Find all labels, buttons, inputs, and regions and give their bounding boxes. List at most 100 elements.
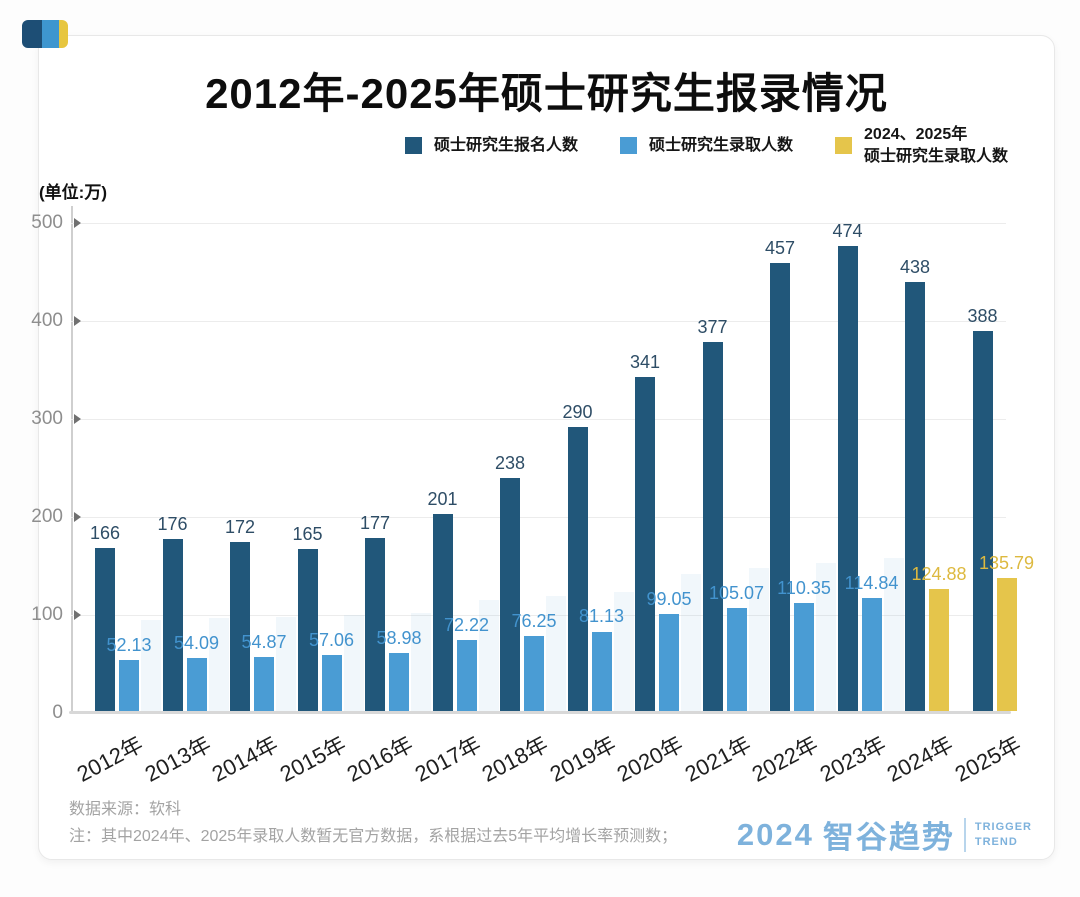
- bar-soft-shadow: [141, 619, 161, 711]
- bar-soft-shadow: [478, 600, 499, 711]
- bar-value-label-admitted: 72.22: [443, 615, 490, 636]
- bar-value-label-applicants: 177: [359, 512, 391, 533]
- brand-en-line2: TREND: [974, 835, 1018, 848]
- legend-label-predicted-line1: 2024、2025年: [864, 126, 968, 143]
- bar-soft-shadow: [748, 568, 769, 711]
- bar-applicants: [365, 537, 385, 711]
- bar-applicants: [635, 376, 655, 711]
- legend-item-predicted: 2024、2025年 硕士研究生录取人数: [835, 124, 1008, 167]
- legend-swatch-admitted: [620, 137, 638, 155]
- bar-value-label-admitted: 52.13: [106, 634, 152, 655]
- bar-admitted-predicted: [929, 588, 949, 711]
- chart-title: 2012年-2025年硕士研究生报录情况: [205, 70, 888, 117]
- bar-admitted: [861, 598, 882, 711]
- gridline-300: [71, 419, 1006, 420]
- y-axis-label-200: 200: [31, 506, 63, 527]
- bar-value-label-applicants: 438: [899, 256, 931, 277]
- bar-soft-shadow: [546, 596, 566, 711]
- legend-item-applicants: 硕士研究生报名人数: [405, 135, 578, 157]
- bar-value-label-applicants: 388: [967, 305, 998, 326]
- bar-admitted: [389, 653, 409, 711]
- bar-value-label-applicants: 176: [157, 513, 188, 534]
- y-axis-label-500: 500: [31, 212, 63, 233]
- bar-value-label-applicants: 474: [832, 221, 863, 242]
- bar-admitted: [119, 659, 139, 711]
- y-axis-line: [71, 206, 73, 713]
- corner-mark-blue-stripe: [42, 20, 59, 48]
- footnote-text: 注：其中2024年、2025年录取人数暂无官方数据，系根据过去5年平均增长率预测…: [69, 828, 678, 846]
- bar-soft-shadow: [883, 558, 904, 711]
- bar-value-label-admitted: 99.05: [646, 588, 692, 609]
- bar-admitted: [524, 636, 544, 711]
- brand-name-text: 智谷趋势: [822, 820, 955, 855]
- y-axis-label-300: 300: [31, 408, 63, 429]
- brand-en-line1: TRIGGER: [974, 821, 1032, 834]
- gridline-100: [71, 615, 1006, 616]
- brand-english-text: TRIGGER TREND: [975, 820, 1032, 849]
- footer-notes: 数据来源：软科 注：其中2024年、2025年录取人数暂无官方数据，系根据过去5…: [69, 796, 677, 850]
- y-axis-tick-500: [74, 218, 81, 228]
- legend-item-admitted: 硕士研究生录取人数: [620, 135, 793, 157]
- bar-admitted: [186, 658, 207, 711]
- bar-soft-shadow: [276, 617, 296, 711]
- x-axis-baseline: [69, 711, 1011, 714]
- chart-legend: 硕士研究生报名人数 硕士研究生录取人数 2024、2025年 硕士研究生录取人数: [405, 124, 1008, 167]
- bar-value-label-admitted: 110.35: [777, 577, 831, 598]
- bar-applicants: [230, 542, 250, 711]
- bar-value-label-applicants: 341: [629, 351, 661, 372]
- bar-value-label-applicants: 201: [427, 489, 458, 510]
- brand-year-text: 2024: [736, 816, 814, 852]
- bar-applicants: [95, 548, 115, 711]
- gridline-200: [71, 517, 1006, 518]
- bar-applicants: [770, 263, 790, 711]
- y-axis-tick-400: [74, 316, 81, 326]
- bar-value-label-admitted: 76.25: [511, 611, 557, 632]
- bar-applicants: [297, 549, 318, 711]
- bar-value-label-applicants: 377: [697, 316, 728, 337]
- bar-value-label-applicants: 457: [764, 238, 796, 259]
- bar-admitted: [794, 602, 814, 711]
- bar-soft-shadow: [208, 618, 229, 711]
- bar-value-label-applicants: 166: [89, 523, 121, 544]
- bar-value-label-admitted: 54.09: [173, 632, 220, 653]
- bar-admitted: [591, 631, 612, 711]
- y-axis-label-100: 100: [31, 604, 63, 625]
- bar-value-label-admitted: 105.07: [708, 583, 765, 604]
- bar-soft-shadow: [681, 573, 701, 711]
- y-axis-tick-300: [74, 414, 81, 424]
- legend-label-admitted: 硕士研究生录取人数: [649, 136, 794, 154]
- y-axis-unit-label: (单位:万): [39, 183, 107, 202]
- bar-value-label-applicants: 172: [224, 517, 256, 538]
- bar-value-label-admitted: 135.79: [978, 552, 1035, 573]
- bar-applicants: [432, 514, 453, 711]
- bar-soft-shadow: [343, 615, 364, 711]
- bar-chart-plot-area: 0 100 200 300 400 500 166 52.13 2012年 176 54.09 201…: [31, 206, 1034, 787]
- brand-logo: 2024 智谷趋势 TRIGGER TREND: [737, 812, 1032, 857]
- bar-value-label-applicants: 290: [562, 401, 593, 422]
- legend-swatch-applicants: [405, 137, 422, 155]
- bar-admitted: [659, 613, 679, 711]
- legend-label-predicted: 2024、2025年 硕士研究生录取人数: [864, 124, 1008, 167]
- legend-label-predicted-line2: 硕士研究生录取人数: [864, 147, 1009, 165]
- bar-applicants: [162, 538, 183, 711]
- bar-applicants: [702, 341, 723, 711]
- bar-value-label-admitted: 57.06: [308, 630, 355, 651]
- bar-soft-shadow: [816, 562, 836, 711]
- data-source-text: 数据来源：软科: [69, 801, 182, 818]
- gridline-500: [71, 223, 1006, 224]
- bar-admitted: [456, 640, 477, 711]
- corner-mark-yellow-stripe: [59, 20, 68, 48]
- bar-soft-shadow: [613, 591, 634, 711]
- bar-applicants: [972, 330, 993, 711]
- y-axis-tick-200: [74, 512, 81, 522]
- y-axis-label-400: 400: [31, 310, 63, 331]
- bar-value-label-applicants: 165: [292, 524, 323, 545]
- bar-value-label-admitted: 58.98: [376, 628, 422, 649]
- legend-label-applicants: 硕士研究生报名人数: [434, 136, 579, 154]
- y-axis-label-0: 0: [52, 702, 63, 723]
- corner-mark-dark-stripe: [22, 20, 42, 48]
- bar-admitted: [726, 608, 747, 711]
- bar-admitted: [254, 657, 274, 711]
- bar-value-label-admitted: 114.84: [844, 573, 899, 594]
